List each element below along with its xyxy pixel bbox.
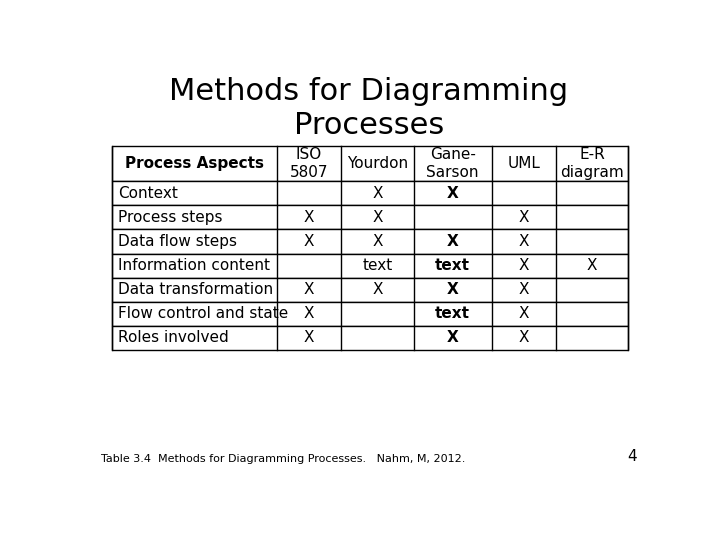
Text: X: X: [447, 186, 459, 201]
Text: X: X: [304, 306, 314, 321]
Text: X: X: [372, 210, 382, 225]
Text: X: X: [447, 234, 459, 249]
Text: X: X: [518, 330, 529, 346]
Text: X: X: [372, 186, 382, 201]
Text: Yourdon: Yourdon: [347, 156, 408, 171]
Text: X: X: [372, 234, 382, 249]
Text: Information content: Information content: [118, 258, 270, 273]
Text: X: X: [518, 234, 529, 249]
Text: text: text: [435, 258, 470, 273]
Text: Data flow steps: Data flow steps: [118, 234, 237, 249]
Text: X: X: [518, 282, 529, 297]
Text: Process steps: Process steps: [118, 210, 222, 225]
Text: X: X: [587, 258, 598, 273]
Bar: [112, 278, 629, 302]
Text: Methods for Diagramming
Processes: Methods for Diagramming Processes: [169, 77, 569, 140]
Bar: [112, 230, 629, 254]
Bar: [112, 205, 629, 229]
Bar: [112, 326, 629, 350]
Text: UML: UML: [508, 156, 540, 171]
Text: 4: 4: [627, 449, 637, 464]
Bar: [112, 146, 629, 181]
Text: Roles involved: Roles involved: [118, 330, 229, 346]
Text: Process Aspects: Process Aspects: [125, 156, 264, 171]
Text: X: X: [518, 258, 529, 273]
Text: text: text: [435, 306, 470, 321]
Bar: [112, 302, 629, 326]
Text: X: X: [447, 282, 459, 297]
Text: Flow control and state: Flow control and state: [118, 306, 288, 321]
Text: X: X: [518, 306, 529, 321]
Text: X: X: [304, 330, 314, 346]
Text: Context: Context: [118, 186, 178, 201]
Text: X: X: [304, 210, 314, 225]
Text: X: X: [447, 330, 459, 346]
Text: X: X: [518, 210, 529, 225]
Text: ISO
5807: ISO 5807: [289, 147, 328, 180]
Text: text: text: [362, 258, 392, 273]
Bar: [112, 181, 629, 205]
Text: X: X: [372, 282, 382, 297]
Bar: [112, 254, 629, 278]
Text: Table 3.4  Methods for Diagramming Processes.   Nahm, M, 2012.: Table 3.4 Methods for Diagramming Proces…: [101, 454, 466, 464]
Text: X: X: [304, 282, 314, 297]
Text: Data transformation: Data transformation: [118, 282, 273, 297]
Text: Gane-
Sarson: Gane- Sarson: [426, 147, 479, 180]
Text: X: X: [304, 234, 314, 249]
Text: E-R
diagram: E-R diagram: [560, 147, 624, 180]
